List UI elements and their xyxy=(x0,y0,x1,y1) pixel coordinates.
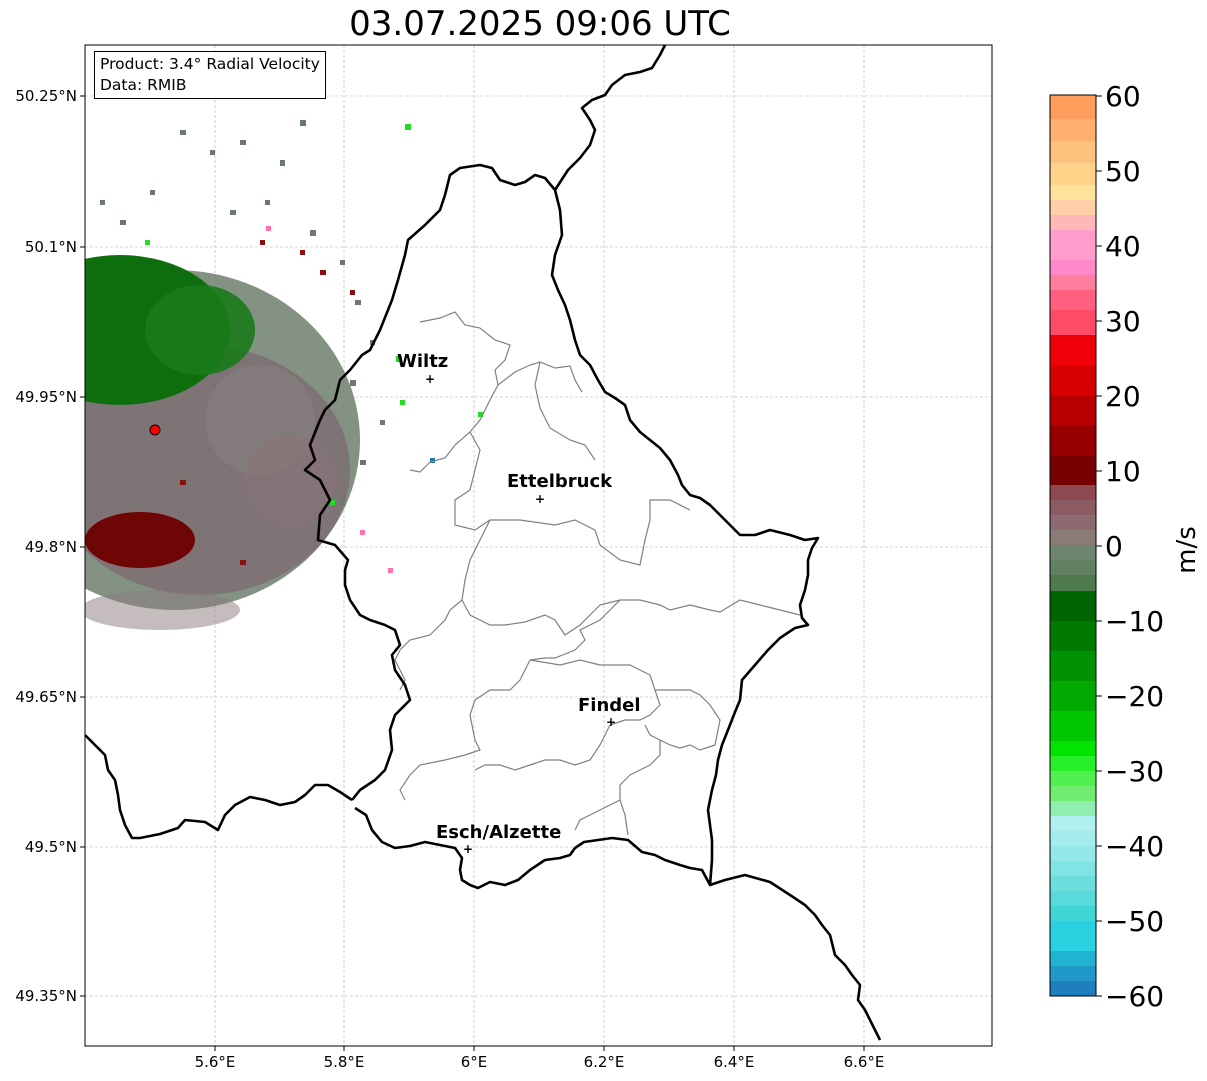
svg-text:6.2°E: 6.2°E xyxy=(584,1053,625,1071)
canton-boundaries xyxy=(394,311,801,836)
svg-text:+: + xyxy=(463,842,473,856)
city-label-ettelbruck: Ettelbruck xyxy=(507,471,613,492)
map-frame xyxy=(84,44,993,1047)
city-markers: Wiltz + Ettelbruck + Findel + Esch/Alzet… xyxy=(397,351,641,856)
svg-text:−20: −20 xyxy=(1105,680,1164,713)
svg-text:−10: −10 xyxy=(1105,605,1164,638)
radar-site-marker xyxy=(149,424,161,436)
svg-text:+: + xyxy=(425,372,435,386)
svg-text:0: 0 xyxy=(1105,530,1123,563)
product-info-box: Product: 3.4° Radial Velocity Data: RMIB xyxy=(94,51,326,99)
svg-text:6°E: 6°E xyxy=(461,1053,488,1071)
svg-text:−40: −40 xyxy=(1105,830,1164,863)
city-wiltz: Wiltz + xyxy=(397,351,448,386)
colorbar-tick-labels: 60 50 40 30 20 10 0 −10 −20 −30 −40 −50 … xyxy=(1105,80,1164,1013)
svg-text:40: 40 xyxy=(1105,230,1141,263)
svg-text:5.6°E: 5.6°E xyxy=(195,1053,236,1071)
city-ettelbruck: Ettelbruck + xyxy=(507,471,613,506)
svg-text:−30: −30 xyxy=(1105,755,1164,788)
city-label-esch-alzette: Esch/Alzette xyxy=(436,822,561,843)
svg-text:49.65°N: 49.65°N xyxy=(15,688,77,706)
city-esch-alzette: Esch/Alzette + xyxy=(436,822,561,856)
svg-text:10: 10 xyxy=(1105,455,1141,488)
longitude-labels: 5.6°E 5.8°E 6°E 6.2°E 6.4°E 6.6°E xyxy=(195,1053,885,1071)
svg-text:6.6°E: 6.6°E xyxy=(844,1053,885,1071)
svg-text:−60: −60 xyxy=(1105,980,1164,1013)
svg-text:30: 30 xyxy=(1105,305,1141,338)
map-title: 03.07.2025 09:06 UTC xyxy=(349,4,731,44)
svg-text:60: 60 xyxy=(1105,80,1141,113)
colorbar-unit-label: m/s xyxy=(1172,526,1202,574)
svg-text:+: + xyxy=(535,492,545,506)
svg-text:+: + xyxy=(606,715,616,729)
svg-text:5.8°E: 5.8°E xyxy=(324,1053,365,1071)
svg-text:49.8°N: 49.8°N xyxy=(25,538,77,556)
city-findel: Findel + xyxy=(578,695,641,729)
colorbar: 60 50 40 30 20 10 0 −10 −20 −30 −40 −50 … xyxy=(1049,80,1202,1013)
svg-text:49.5°N: 49.5°N xyxy=(25,838,77,856)
svg-text:50.1°N: 50.1°N xyxy=(25,238,77,256)
national-borders xyxy=(84,44,882,1041)
product-label: Product: 3.4° Radial Velocity xyxy=(100,55,320,73)
latitude-labels: 50.25°N 50.1°N 49.95°N 49.8°N 49.65°N 49… xyxy=(15,87,77,1005)
city-label-findel: Findel xyxy=(578,695,641,716)
svg-text:50: 50 xyxy=(1105,155,1141,188)
svg-text:50.25°N: 50.25°N xyxy=(15,87,77,105)
city-label-wiltz: Wiltz xyxy=(397,351,448,372)
data-source-label: Data: RMIB xyxy=(100,76,187,94)
svg-text:−50: −50 xyxy=(1105,905,1164,938)
svg-text:20: 20 xyxy=(1105,380,1141,413)
svg-text:49.95°N: 49.95°N xyxy=(15,388,77,406)
svg-text:49.35°N: 49.35°N xyxy=(15,987,77,1005)
radar-echoes xyxy=(85,120,483,630)
svg-text:6.4°E: 6.4°E xyxy=(714,1053,755,1071)
